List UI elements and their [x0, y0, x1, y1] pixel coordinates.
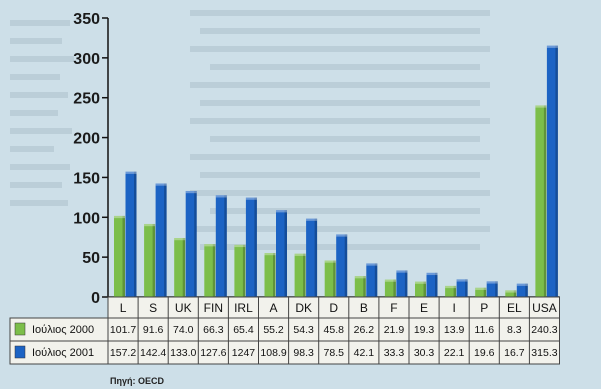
bar-UK-2000 — [174, 238, 186, 297]
x-tick-label: EL — [507, 301, 522, 315]
table-cell: 315.3 — [531, 347, 557, 359]
x-tick-label: USA — [532, 301, 557, 315]
bar-FIN-2000 — [204, 244, 216, 297]
x-tick-label: A — [270, 301, 278, 315]
bar-S-2001 — [155, 183, 167, 297]
y-tick-label: 250 — [73, 91, 100, 108]
bar-E-2000 — [415, 281, 426, 297]
table-cell: 42.1 — [354, 347, 375, 359]
y-tick-label: 200 — [73, 131, 100, 148]
bar-EL-2000 — [505, 290, 517, 297]
y-tick-label: 50 — [82, 250, 100, 267]
x-tick-label: DK — [295, 301, 312, 315]
table-cell: 22.1 — [444, 347, 465, 359]
y-tick-label: 100 — [73, 210, 100, 227]
table-cell: 33.3 — [384, 347, 405, 359]
legend-swatch — [14, 322, 26, 336]
y-tick-label: 0 — [91, 290, 100, 307]
table-cell: 133.0 — [170, 347, 196, 359]
table-cell: 26.2 — [354, 324, 375, 336]
table-cell: 30.3 — [414, 347, 435, 359]
x-tick-label: IRL — [234, 301, 253, 315]
x-tick-label: I — [452, 301, 455, 315]
source-note: Πηγή: OECD — [110, 376, 165, 386]
bar-B-2000 — [354, 276, 366, 297]
x-tick-label: F — [390, 301, 397, 315]
bar-UK-2001 — [185, 190, 197, 297]
x-tick-label: UK — [175, 301, 192, 315]
x-tick-label: S — [149, 301, 157, 315]
bar-A-2000 — [264, 252, 276, 297]
legend-swatch — [14, 345, 26, 359]
table-cell: 91.6 — [143, 324, 164, 336]
x-tick-label: P — [480, 301, 488, 315]
bar-S-2000 — [144, 223, 156, 297]
bar-I-2001 — [456, 279, 468, 297]
table-cell: 54.3 — [293, 324, 314, 336]
x-tick-label: FIN — [204, 301, 223, 315]
data-table: L S UK FIN IRL A DK D B F E I P EL USA 101.7 91.6 74.0 66.… — [9, 296, 560, 365]
bar-D-2001 — [336, 234, 348, 297]
bar-B-2001 — [366, 263, 378, 297]
x-tick-label: L — [120, 301, 127, 315]
bar-E-2001 — [426, 272, 438, 297]
bar-FIN-2001 — [215, 195, 227, 297]
bar-DK-2000 — [294, 253, 306, 297]
table-cell: 19.3 — [414, 324, 435, 336]
bar-USA-2000 — [535, 105, 547, 298]
table-cell: 108.9 — [260, 347, 286, 359]
table-cell: 240.3 — [531, 324, 557, 336]
table-cell: 45.8 — [324, 324, 345, 336]
bar-D-2000 — [324, 260, 336, 297]
table-cell: 78.5 — [324, 347, 345, 359]
bar-IRL-2000 — [234, 244, 246, 297]
legend-label: Ιούλιος 2001 — [32, 347, 94, 359]
table-cell: 13.9 — [444, 324, 465, 336]
legend-label: Ιούλιος 2000 — [32, 324, 94, 336]
table-cell: 16.7 — [504, 347, 525, 359]
bar-DK-2001 — [306, 218, 318, 297]
y-tick-label: 350 — [73, 11, 100, 28]
bar-F-2000 — [384, 279, 396, 297]
table-cell: 142.4 — [140, 347, 166, 359]
table-cell: 157.2 — [110, 347, 136, 359]
bars — [114, 45, 558, 298]
x-tick-label: B — [360, 301, 368, 315]
x-tick-label: D — [329, 301, 338, 315]
x-tick-label: E — [420, 301, 428, 315]
table-cell: 19.6 — [474, 347, 495, 359]
bar-IRL-2001 — [245, 197, 257, 297]
table-cell: 21.9 — [384, 324, 405, 336]
table-cell: 101.7 — [110, 324, 136, 336]
table-cell: 55.2 — [263, 324, 284, 336]
table-cell: 11.6 — [474, 324, 494, 336]
table-cell: 1247 — [232, 347, 256, 359]
bar-A-2001 — [276, 210, 287, 297]
bar-I-2000 — [445, 285, 457, 297]
table-cell: 74.0 — [173, 324, 194, 336]
bar-EL-2001 — [516, 283, 528, 297]
table-cell: 98.3 — [293, 347, 314, 359]
bar-L-2001 — [125, 171, 137, 297]
bar-P-2000 — [475, 287, 487, 297]
y-tick-label: 150 — [73, 170, 100, 187]
bar-L-2000 — [114, 215, 125, 297]
bar-F-2001 — [396, 270, 408, 297]
table-bg — [107, 296, 560, 365]
table-cell: 8.3 — [507, 324, 522, 336]
table-cell: 66.3 — [203, 324, 224, 336]
table-cell: 127.6 — [200, 347, 226, 359]
bar-USA-2001 — [546, 45, 558, 297]
bar-P-2001 — [486, 281, 498, 297]
table-cell: 65.4 — [233, 324, 254, 336]
y-tick-label: 300 — [73, 51, 100, 68]
